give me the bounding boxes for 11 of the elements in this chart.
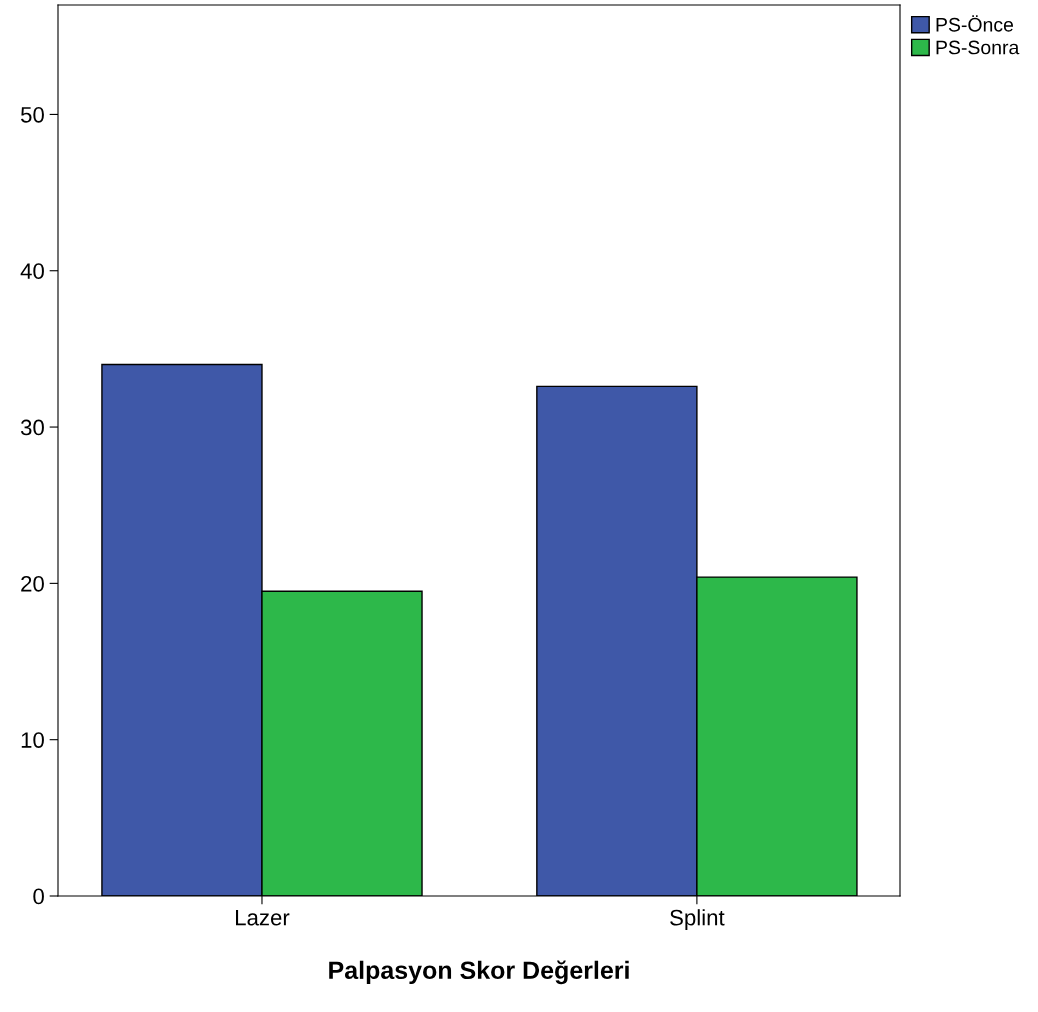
- y-tick-label: 30: [20, 419, 44, 436]
- x-tick-label: Lazer: [236, 910, 290, 926]
- y-tick-label: 0: [33, 888, 44, 905]
- y-tick-label: 20: [21, 575, 44, 592]
- legend-label: PS-Sonra: [936, 40, 1020, 55]
- legend-label: PS-Önce: [936, 15, 1014, 32]
- y-tick-label: 50: [20, 106, 44, 123]
- y-tick-label: 10: [21, 732, 44, 748]
- y-tick-label: 40: [20, 263, 44, 280]
- x-tick-label: Splint: [670, 909, 725, 930]
- x-axis-title: Palpasyon Skor Değerleri: [329, 960, 629, 985]
